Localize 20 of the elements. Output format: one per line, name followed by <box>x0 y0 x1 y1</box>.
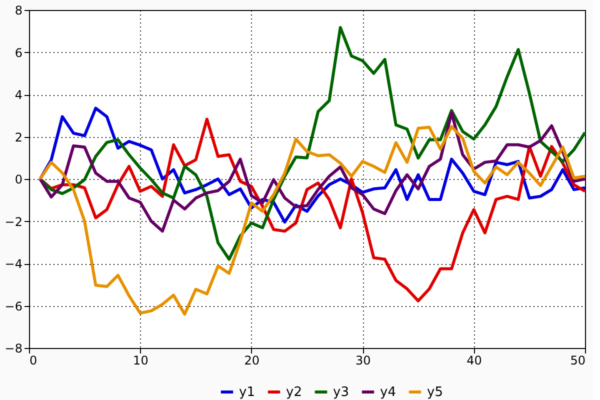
legend-label: y1 <box>239 385 255 400</box>
legend-label: y2 <box>286 385 302 400</box>
legend-label: y4 <box>380 385 396 400</box>
legend-label: y5 <box>427 385 443 400</box>
legend-label: y3 <box>333 385 349 400</box>
y-tick-label: 6 <box>14 46 22 60</box>
x-tick-label: 20 <box>244 354 260 368</box>
x-tick-label: 0 <box>30 354 38 368</box>
x-tick-label: 40 <box>466 354 482 368</box>
x-tick-label: 10 <box>133 354 148 368</box>
y-tick-label: −6 <box>4 299 22 314</box>
x-tick-label: 30 <box>355 354 371 368</box>
x-tick-label: 50 <box>570 354 586 368</box>
y-tick-label: 0 <box>14 172 22 186</box>
y-tick-label: −2 <box>4 214 22 229</box>
y-tick-label: 8 <box>14 4 22 18</box>
y-tick-label: 2 <box>14 130 22 144</box>
y-tick-label: −8 <box>4 342 22 356</box>
y-tick-label: −4 <box>4 257 22 271</box>
y-tick-label: 4 <box>14 88 22 102</box>
